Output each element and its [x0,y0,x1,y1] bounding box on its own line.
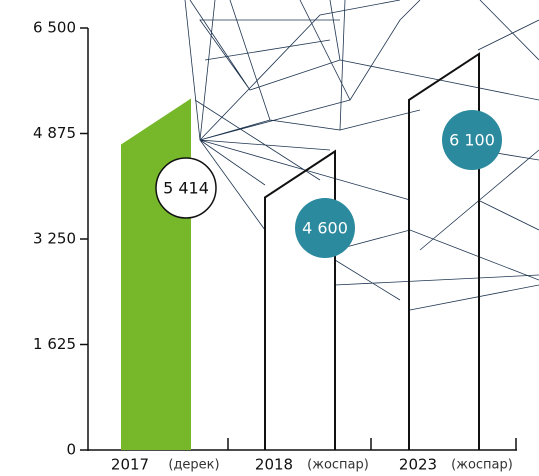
value-label: 5 414 [163,179,209,198]
value-badge [442,110,502,170]
y-tick-label: 1 625 [33,335,76,353]
bar [264,149,336,450]
y-tick-label: 6 500 [33,19,76,37]
bar [408,52,480,450]
value-label: 6 100 [449,131,495,150]
bar [121,98,191,450]
value-badge [155,157,217,219]
value-label: 4 600 [302,219,348,238]
x-tick-label: 2018 [255,456,293,474]
category-note: (дерек) [168,458,219,473]
category-note: (жоспар) [307,458,369,473]
category-note: (жоспар) [451,458,513,473]
x-tick-label: 2017 [111,456,149,474]
x-tick-label: 2023 [399,456,437,474]
y-tick-label: 4 875 [33,124,76,142]
y-tick-label: 0 [66,441,76,459]
value-badge [295,198,355,258]
y-tick-label: 3 250 [33,230,76,248]
